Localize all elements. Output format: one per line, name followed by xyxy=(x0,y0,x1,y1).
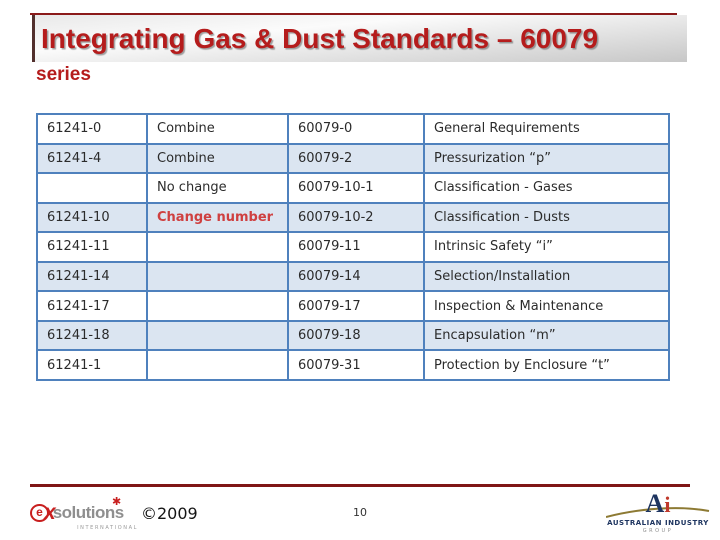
cell-new-standard: 60079-17 xyxy=(287,290,425,322)
standards-table: 61241-0 Combine 60079-0 General Requirement… xyxy=(36,113,670,381)
cell-description: Intrinsic Safety “i” xyxy=(423,231,670,263)
aig-logo-name: AUSTRALIAN INDUSTRY xyxy=(607,519,709,527)
cell-new-standard: 60079-10-2 xyxy=(287,201,425,234)
page-number: 10 xyxy=(353,506,367,519)
cell-old-standard: 61241-14 xyxy=(36,260,148,293)
cell-action: Combine xyxy=(146,142,289,175)
cell-action: Combine xyxy=(146,113,289,145)
ex-solutions-logo: e x solutions ✱ INTERNATIONAL xyxy=(30,495,142,535)
cell-new-standard: 60079-11 xyxy=(287,231,425,263)
standards-table-body: 61241-0 Combine 60079-0 General Requirement… xyxy=(36,113,670,381)
cell-action xyxy=(146,231,289,263)
page-subtitle: series xyxy=(36,64,91,85)
cell-old-standard xyxy=(36,172,148,204)
cell-new-standard: 60079-10-1 xyxy=(287,172,425,204)
cell-old-standard: 61241-18 xyxy=(36,319,148,352)
cell-action xyxy=(146,349,289,381)
title-banner: Integrating Gas & Dust Standards – 60079 xyxy=(32,15,687,62)
cell-description: Classification - Dusts xyxy=(423,201,670,234)
aig-logo-mark: Ai xyxy=(602,489,714,519)
cell-old-standard: 61241-17 xyxy=(36,290,148,322)
ex-logo-solutions: solutions xyxy=(52,503,125,522)
footer-accent-line xyxy=(30,484,690,487)
cell-old-standard: 61241-4 xyxy=(36,142,148,175)
table-row: 61241-10 Change number 60079-10-2 Classific… xyxy=(36,201,670,234)
aig-logo-i: i xyxy=(664,492,671,517)
table-row: 61241-0 Combine 60079-0 General Requirement… xyxy=(36,113,670,145)
cell-description: General Requirements xyxy=(423,113,670,145)
cell-description: Classification - Gases xyxy=(423,172,670,204)
copyright-text: ©2009 xyxy=(141,504,198,523)
top-accent-line xyxy=(30,13,677,15)
cell-action xyxy=(146,319,289,352)
table-row: 61241-4 Combine 60079-2 Pressurization “p” xyxy=(36,142,670,175)
cell-new-standard: 60079-18 xyxy=(287,319,425,352)
table-row: 61241-11 60079-11 Intrinsic Safety “i” xyxy=(36,231,670,263)
cell-action xyxy=(146,290,289,322)
cell-old-standard: 61241-10 xyxy=(36,201,148,234)
cell-new-standard: 60079-14 xyxy=(287,260,425,293)
table-row: 61241-1 60079-31 Protection by Enclosure “… xyxy=(36,349,670,381)
cell-new-standard: 60079-0 xyxy=(287,113,425,145)
ex-solutions-logo-text: e x solutions ✱ xyxy=(30,495,142,525)
cell-description: Protection by Enclosure “t” xyxy=(423,349,670,381)
cell-new-standard: 60079-2 xyxy=(287,142,425,175)
table-row: No change 60079-10-1 Classification - Gase… xyxy=(36,172,670,204)
ex-logo-x: x xyxy=(44,501,56,524)
cell-old-standard: 61241-0 xyxy=(36,113,148,145)
table-row: 61241-18 60079-18 Encapsulation “m” xyxy=(36,319,670,352)
cell-description: Encapsulation “m” xyxy=(423,319,670,352)
cell-old-standard: 61241-1 xyxy=(36,349,148,381)
cell-description: Inspection & Maintenance xyxy=(423,290,670,322)
cell-description: Pressurization “p” xyxy=(423,142,670,175)
ex-logo-e: e xyxy=(30,504,49,522)
table-row: 61241-17 60079-17 Inspection & Maintenance xyxy=(36,290,670,322)
aig-logo-a: A xyxy=(645,489,665,518)
swoosh-icon xyxy=(606,507,710,518)
cell-old-standard: 61241-11 xyxy=(36,231,148,263)
star-icon: ✱ xyxy=(112,495,122,508)
cell-action: No change xyxy=(146,172,289,204)
cell-description: Selection/Installation xyxy=(423,260,670,293)
cell-action xyxy=(146,260,289,293)
ex-logo-international: INTERNATIONAL xyxy=(77,525,138,531)
australian-industry-group-logo: Ai AUSTRALIAN INDUSTRY GROUP xyxy=(602,489,714,534)
table-row: 61241-14 60079-14 Selection/Installation xyxy=(36,260,670,293)
aig-logo-group: GROUP xyxy=(642,528,674,534)
cell-new-standard: 60079-31 xyxy=(287,349,425,381)
cell-action: Change number xyxy=(146,201,289,234)
page-title: Integrating Gas & Dust Standards – 60079 xyxy=(41,22,599,54)
